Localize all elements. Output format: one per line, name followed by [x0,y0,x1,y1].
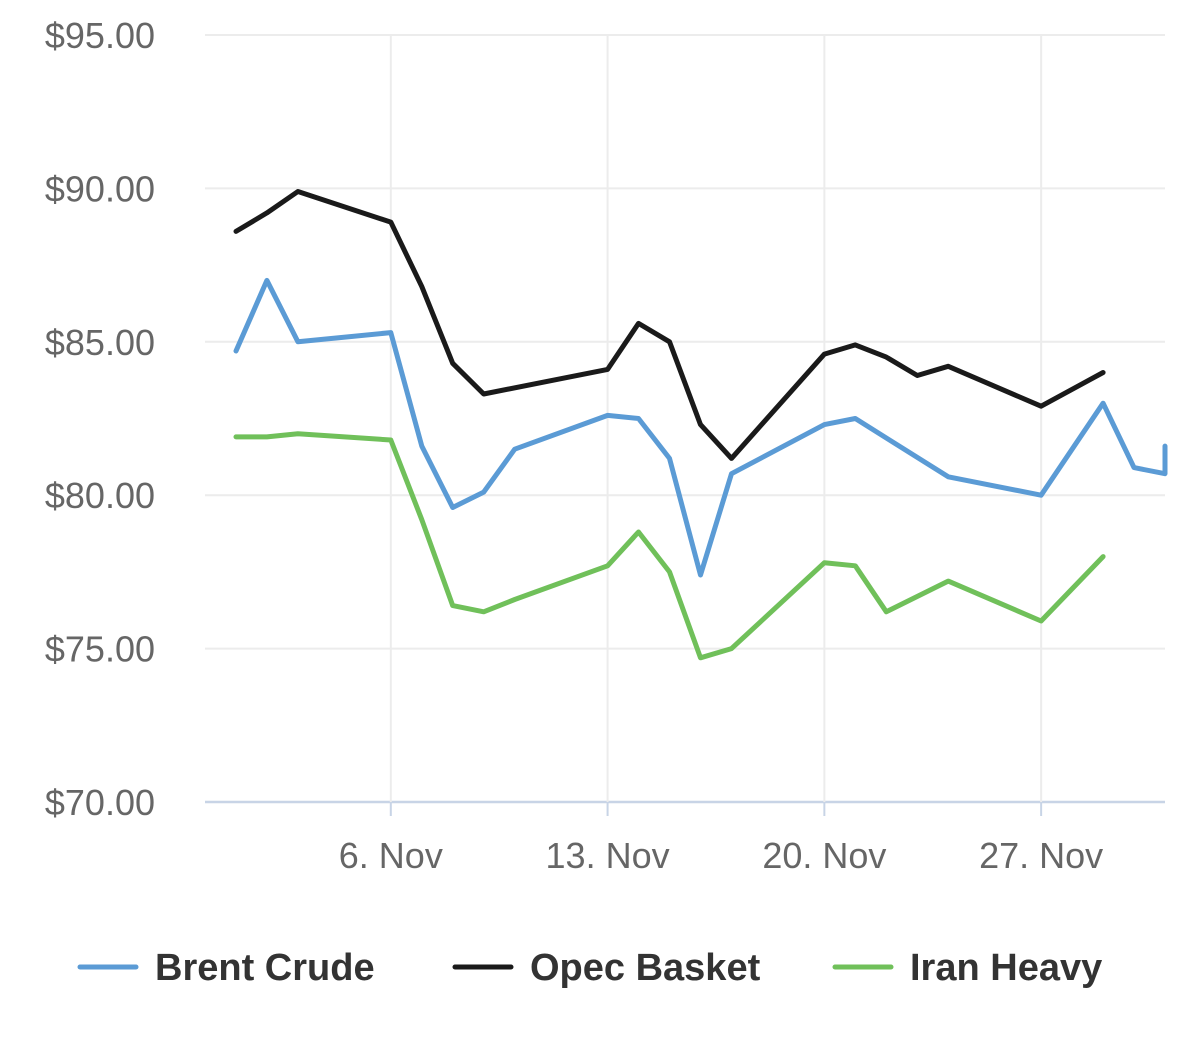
legend-item-iran-heavy[interactable]: Iran Heavy [832,947,1102,989]
x-tick-label: 27. Nov [979,835,1103,876]
y-tick-label: $80.00 [45,475,155,516]
y-tick-label: $70.00 [45,782,155,823]
x-tick-label: 6. Nov [339,835,443,876]
series-line-iran-heavy [233,431,1106,661]
series-line-brent-crude [233,277,1168,578]
legend: Brent Crude Opec Basket Iran Heavy [77,947,1102,989]
series-line-opec-basket [233,189,1106,461]
legend-item-brent-crude[interactable]: Brent Crude [77,947,375,989]
y-axis-labels: $70.00 $75.00 $80.00 $85.00 $90.00 $95.00 [45,15,155,823]
x-tick-label: 13. Nov [546,835,670,876]
y-tick-label: $95.00 [45,15,155,56]
legend-label: Opec Basket [530,947,761,989]
y-tick-label: $75.00 [45,629,155,670]
grid-lines [205,34,1165,804]
x-axis: 6. Nov 13. Nov 20. Nov 27. Nov [339,802,1103,876]
series-lines [233,189,1168,661]
legend-label: Brent Crude [155,947,375,989]
y-tick-label: $85.00 [45,322,155,363]
y-tick-label: $90.00 [45,168,155,209]
x-tick-label: 20. Nov [762,835,886,876]
legend-item-opec-basket[interactable]: Opec Basket [452,947,761,989]
legend-label: Iran Heavy [910,947,1102,989]
